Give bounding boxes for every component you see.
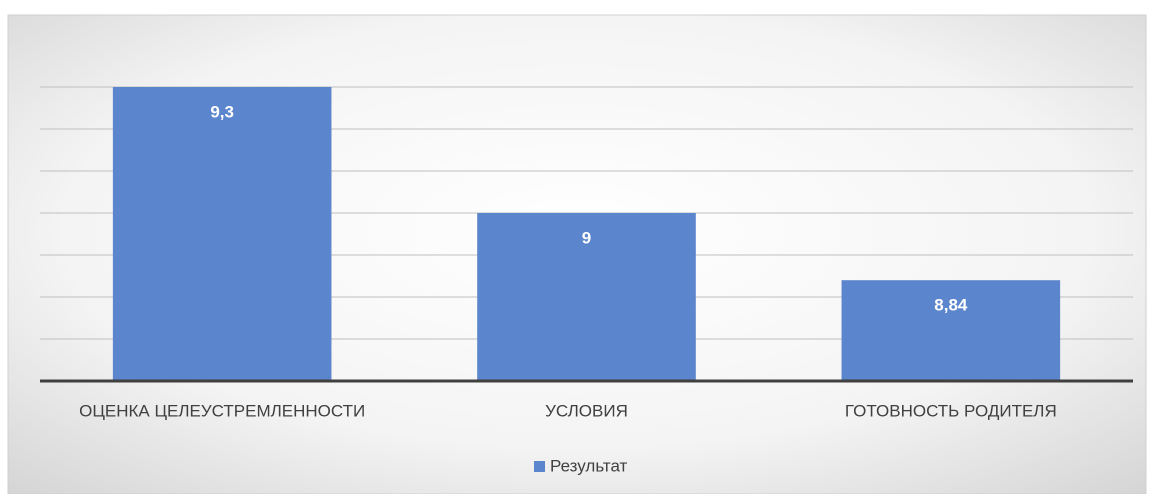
x-tick-label: ГОТОВНОСТЬ РОДИТЕЛЯ bbox=[845, 401, 1057, 420]
data-label: 8,84 bbox=[934, 296, 968, 315]
x-tick-label: УСЛОВИЯ bbox=[545, 401, 628, 420]
legend-label: Результат bbox=[550, 456, 628, 475]
x-tick-label: ОЦЕНКА ЦЕЛЕУСТРЕМЛЕННОСТИ bbox=[79, 401, 365, 420]
bar bbox=[841, 280, 1061, 381]
legend-swatch bbox=[534, 461, 545, 472]
bar bbox=[112, 87, 332, 381]
data-label: 9 bbox=[582, 228, 591, 247]
bar bbox=[477, 213, 696, 381]
data-label: 9,3 bbox=[210, 102, 234, 121]
